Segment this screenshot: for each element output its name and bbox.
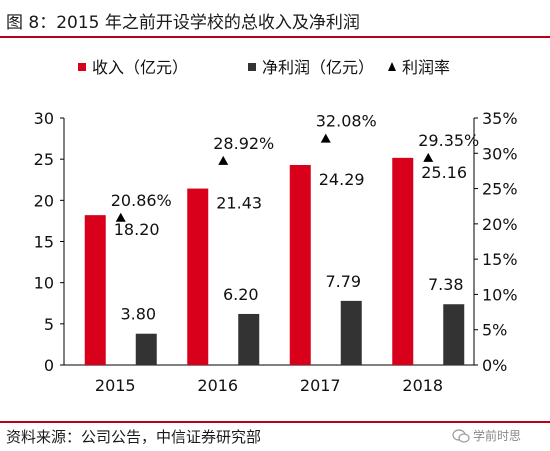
rate-marker (218, 155, 229, 165)
net-profit-label: 3.80 (120, 305, 156, 324)
legend-swatch (78, 63, 86, 71)
x-tick-label: 2016 (197, 376, 238, 395)
title-divider (0, 36, 550, 38)
net-profit-label: 7.79 (325, 272, 361, 291)
revenue-bar (392, 157, 414, 365)
source-note: 资料来源：公司公告，中信证券研究部 (6, 428, 262, 446)
left-tick-label: 20 (34, 191, 54, 210)
revenue-label: 24.29 (319, 170, 365, 189)
net-profit-bar (443, 304, 465, 365)
x-tick-label: 2018 (402, 376, 443, 395)
chart-title: 图 8：2015 年之前开设学校的总收入及净利润 (6, 13, 360, 33)
rate-label: 32.08% (316, 112, 377, 131)
left-tick-label: 0 (44, 356, 54, 375)
net-profit-label: 6.20 (223, 285, 259, 304)
right-tick-label: 0% (482, 356, 507, 375)
watermark-text: 学前时思 (473, 429, 522, 443)
x-tick-label: 2017 (300, 376, 341, 395)
chart-axes: 0 5 10 15 20 25 30 0% 5% 10% 15% 20% 25% 30% 35% 2015 20… (34, 109, 518, 395)
revenue-bar (187, 188, 209, 365)
net-profit-label: 7.38 (428, 275, 464, 294)
net-profit-bar (238, 313, 260, 365)
right-tick-label: 5% (482, 321, 507, 340)
legend-swatch (248, 63, 256, 71)
x-tick-label: 2015 (95, 376, 136, 395)
rate-label: 29.35% (418, 131, 479, 150)
net-profit-bar (340, 300, 362, 365)
left-tick-label: 5 (44, 315, 54, 334)
chart-bars (84, 157, 465, 365)
left-tick-label: 25 (34, 150, 54, 169)
legend-label: 收入（亿元） (92, 58, 188, 77)
legend-label: 利润率 (402, 58, 450, 77)
left-tick-label: 15 (34, 233, 54, 252)
legend-label: 净利润（亿元） (262, 58, 374, 77)
rate-label: 20.86% (111, 191, 172, 210)
left-tick-label: 10 (34, 274, 54, 293)
wechat-logo-icon (452, 428, 470, 443)
rate-marker (320, 133, 331, 143)
revenue-bar (289, 165, 311, 365)
right-tick-label: 20% (482, 215, 518, 234)
right-tick-label: 30% (482, 144, 518, 163)
right-tick-label: 10% (482, 285, 518, 304)
right-tick-label: 15% (482, 250, 518, 269)
left-tick-label: 30 (34, 109, 54, 128)
right-tick-label: 35% (482, 109, 518, 128)
legend-swatch (388, 62, 396, 71)
rate-markers (115, 133, 434, 222)
revenue-profit-chart: 收入（亿元） 净利润（亿元） 利润率 0510152025300%5%10%15%2… (34, 58, 518, 395)
rate-marker (115, 212, 126, 222)
net-profit-bar (135, 333, 157, 365)
source-divider (0, 421, 550, 423)
rate-marker (423, 152, 434, 162)
data-labels: 20.86% 18.20 3.80 28.92% 21.43 6.20 32.08% 24.2… (111, 112, 480, 324)
chart-legend: 收入（亿元） 净利润（亿元） 利润率 (78, 58, 450, 77)
revenue-label: 18.20 (114, 220, 160, 239)
revenue-bar (84, 215, 106, 365)
right-tick-label: 25% (482, 180, 518, 199)
revenue-label: 21.43 (216, 194, 262, 213)
revenue-label: 25.16 (421, 163, 467, 182)
watermark: 学前时思 (452, 427, 521, 444)
rate-label: 28.92% (213, 134, 274, 153)
